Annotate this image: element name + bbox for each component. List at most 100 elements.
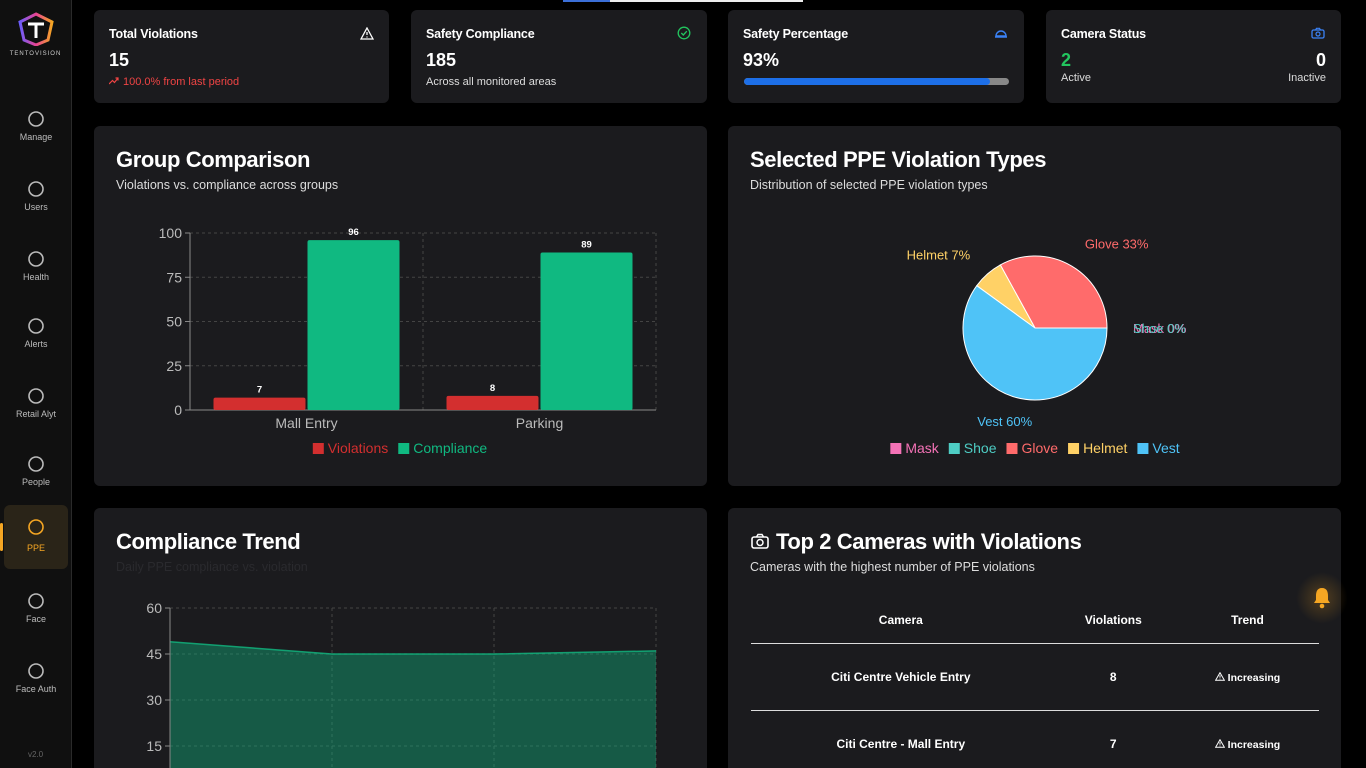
nav-icon-shape	[28, 593, 44, 609]
legend-swatch	[1068, 443, 1080, 454]
area-fill	[170, 641, 656, 768]
y-tick-label: 60	[146, 600, 162, 616]
compliance-trend-panel: Compliance Trend Daily PPE compliance vs…	[94, 508, 707, 768]
bar	[307, 240, 400, 410]
nav-item[interactable]: Users	[4, 173, 68, 237]
nav-item[interactable]: People	[4, 448, 68, 512]
sidebar: TENTOVISION Manage Users Health Alerts Retai…	[0, 0, 72, 768]
logo-icon	[18, 12, 54, 46]
nav-label: Face	[25, 614, 46, 624]
column-header: Camera	[751, 596, 1051, 644]
check-icon	[677, 26, 691, 40]
trend-text: Increasing	[1227, 672, 1281, 684]
column-header: Violations	[1050, 596, 1176, 644]
legend-swatch	[948, 443, 960, 454]
data-label: 8	[490, 383, 495, 394]
nav-label: Face Auth	[15, 684, 57, 694]
pie-slice	[999, 255, 1108, 329]
nav-icon-shape	[28, 111, 44, 127]
panel-title: Selected PPE Violation Types	[750, 147, 1047, 172]
camera-icon	[751, 533, 769, 549]
stat-note: Across all monitored areas	[426, 76, 557, 88]
stat-card: Camera Status 2 Active 0 Inactive	[1046, 10, 1341, 103]
nav-icon	[28, 181, 44, 197]
nav-item[interactable]: Health	[4, 243, 68, 307]
bar	[213, 397, 306, 410]
nav-item[interactable]: PPE	[0, 505, 68, 569]
slice-label: Helmet 7%	[907, 247, 971, 262]
nav-icon-shape	[28, 251, 44, 267]
nav-icon	[28, 519, 44, 535]
panel-subtitle: Cameras with the highest number of PPE v…	[750, 560, 1035, 574]
nav-label: PPE	[26, 543, 45, 553]
slice-label: Shoe 0%	[1133, 321, 1186, 336]
stat-value: 15	[109, 50, 130, 70]
column-header: Trend	[1175, 596, 1319, 644]
stat-value: 93%	[743, 50, 780, 70]
legend-label: Glove	[1021, 440, 1058, 456]
warning-shape	[1214, 671, 1225, 681]
nav-icon	[28, 111, 44, 127]
table-row: Citi Centre Vehicle Entry 8 Increasing	[751, 643, 1319, 711]
table-cell: Citi Centre - Mall Entry	[751, 710, 1051, 768]
notification-button[interactable]	[1296, 572, 1348, 624]
stat-title: Safety Compliance	[426, 27, 535, 41]
y-tick-label: 15	[146, 738, 162, 754]
data-label: 96	[348, 227, 359, 238]
top-indicator	[610, 0, 803, 2]
nav-item[interactable]: Alerts	[4, 310, 68, 374]
active-count: 2	[1061, 50, 1072, 70]
legend: Mask Shoe Glove Helmet Vest	[890, 440, 1180, 456]
warning-icon	[1214, 738, 1225, 748]
nav-label: Alerts	[24, 339, 48, 349]
slice-label: Glove 33%	[1085, 237, 1149, 252]
nav-icon	[28, 456, 44, 472]
y-tick-label: 30	[146, 692, 162, 708]
progress-track	[744, 78, 1009, 85]
y-tick-label: 75	[166, 269, 182, 285]
area-chart: 15 30 45 60	[146, 600, 657, 768]
legend-swatch	[1137, 443, 1149, 454]
table-cell: 7	[1050, 710, 1176, 768]
legend-label: Violations	[328, 440, 388, 456]
data-label: 7	[257, 385, 262, 396]
bar	[540, 252, 633, 410]
top-indicator	[563, 0, 610, 2]
table-body: Citi Centre Vehicle Entry 8 Increasing Citi…	[751, 643, 1319, 768]
pie-chart: Mask 0%Shoe 0% Glove 33% Helmet 7% Vest 60%…	[890, 237, 1187, 456]
nav-icon	[28, 388, 44, 404]
area-line	[169, 640, 657, 655]
slice-label: Vest 60%	[977, 414, 1032, 429]
trend-icon	[109, 77, 119, 85]
stat-card: Safety Compliance 185 Across all monitor…	[411, 10, 707, 103]
nav-item[interactable]: Face	[4, 585, 68, 649]
nav-icon	[28, 593, 44, 609]
top-cameras-panel: Top 2 Cameras with Violations Cameras wi…	[728, 508, 1341, 768]
x-tick-label: Mall Entry	[275, 415, 337, 431]
y-tick-label: 45	[146, 646, 162, 662]
nav-item[interactable]: Retail Alyt	[4, 380, 68, 444]
y-tick-label: 25	[166, 358, 182, 374]
stat-card: Total Violations 15 100.0% from last per…	[94, 10, 389, 103]
nav-label: People	[21, 477, 51, 487]
legend-label: Vest	[1152, 440, 1179, 456]
legend: Violations Compliance	[312, 440, 487, 456]
legend-swatch	[890, 443, 902, 454]
x-tick-label: Parking	[516, 415, 563, 431]
panel-subtitle: Daily PPE compliance vs. violation	[116, 560, 308, 574]
nav-item[interactable]: Face Auth	[4, 655, 68, 719]
table-cell: Citi Centre Vehicle Entry	[751, 643, 1051, 711]
nav-icon-shape	[28, 519, 44, 535]
stat-title: Camera Status	[1061, 27, 1146, 41]
inactive-label: Inactive	[1288, 72, 1326, 84]
panel-title: Group Comparison	[116, 147, 311, 172]
inactive-count: 0	[1315, 50, 1326, 70]
warning-icon	[1214, 671, 1225, 681]
table-cell: Increasing	[1175, 643, 1319, 711]
nav-item[interactable]: Manage	[4, 103, 68, 167]
nav-label: Health	[22, 272, 49, 282]
nav-icon-shape	[28, 663, 44, 679]
ppe-types-panel: Selected PPE Violation Types Distributio…	[728, 126, 1341, 486]
nav-icon-shape	[28, 456, 44, 472]
